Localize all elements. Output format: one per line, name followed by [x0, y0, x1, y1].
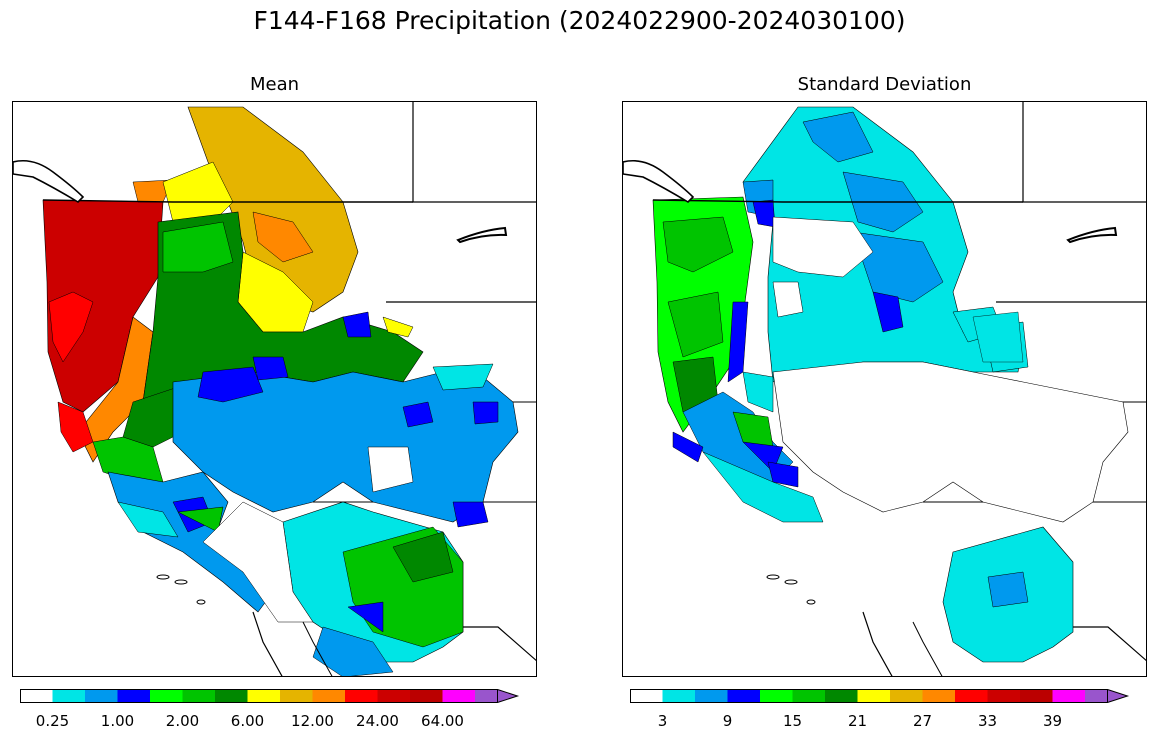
colorbar-swatch: [695, 689, 728, 703]
figure-title: F144-F168 Precipitation (2024022900-2024…: [253, 6, 906, 35]
colorbar-swatch: [442, 689, 475, 703]
colorbar-swatch: [1020, 689, 1053, 703]
colorbar-tick-label: 12.00: [291, 712, 334, 730]
colorbar-tick-label: 21: [847, 712, 868, 730]
colorbar-tick-label: 3: [657, 712, 668, 730]
colorbar-swatch: [150, 689, 183, 703]
colorbar-swatch: [377, 689, 410, 703]
colorbar-swatch: [630, 689, 663, 703]
colorbar-swatch: [662, 689, 695, 703]
colorbar-tick-label: 24.00: [356, 712, 399, 730]
colorbar-tick-label: 9: [722, 712, 733, 730]
colorbar-swatch: [312, 689, 345, 703]
map-stddev-graphic: [623, 102, 1146, 676]
colorbar-swatch: [987, 689, 1020, 703]
colorbar-swatch: [890, 689, 923, 703]
colorbar-tick-label: 6.00: [230, 712, 265, 730]
map-mean: [12, 101, 537, 677]
colorbar-swatch: [215, 689, 248, 703]
colorbar-swatch: [85, 689, 118, 703]
colorbar-tick-label: 33: [977, 712, 998, 730]
colorbar-extend-arrow: [1107, 689, 1130, 703]
colorbar-swatch: [280, 689, 313, 703]
colorbar-swatch: [410, 689, 443, 703]
map-stddev: [622, 101, 1147, 677]
colorbar-swatch: [247, 689, 280, 703]
colorbar-tick-label: 2.00: [165, 712, 200, 730]
colorbar-tick-label: 1.00: [100, 712, 135, 730]
colorbar-tick-label: 27: [912, 712, 933, 730]
map-mean-graphic: [13, 102, 536, 676]
colorbar-swatch: [792, 689, 825, 703]
colorbar-tick-label: 64.00: [421, 712, 464, 730]
colorbar-swatch: [1085, 689, 1108, 703]
colorbar-swatch: [345, 689, 378, 703]
colorbar-swatch: [182, 689, 215, 703]
colorbar-swatch: [727, 689, 760, 703]
colorbar-swatch: [52, 689, 85, 703]
colorbar-tick-label: 15: [782, 712, 803, 730]
colorbar-swatch: [857, 689, 890, 703]
colorbar-swatch: [20, 689, 53, 703]
panel-title-mean: Mean: [249, 74, 300, 95]
colorbar-swatch: [760, 689, 793, 703]
colorbar-swatch: [955, 689, 988, 703]
colorbar-swatch: [825, 689, 858, 703]
colorbar-stddev: [630, 689, 1130, 703]
colorbar-tick-label: 0.25: [35, 712, 70, 730]
colorbar-swatch: [922, 689, 955, 703]
colorbar-extend-arrow: [497, 689, 520, 703]
colorbar-mean: [20, 689, 520, 703]
colorbar-tick-label: 39: [1042, 712, 1063, 730]
panel-title-stddev: Standard Deviation: [797, 74, 972, 95]
colorbar-swatch: [475, 689, 498, 703]
colorbar-swatch: [117, 689, 150, 703]
colorbar-swatch: [1052, 689, 1085, 703]
